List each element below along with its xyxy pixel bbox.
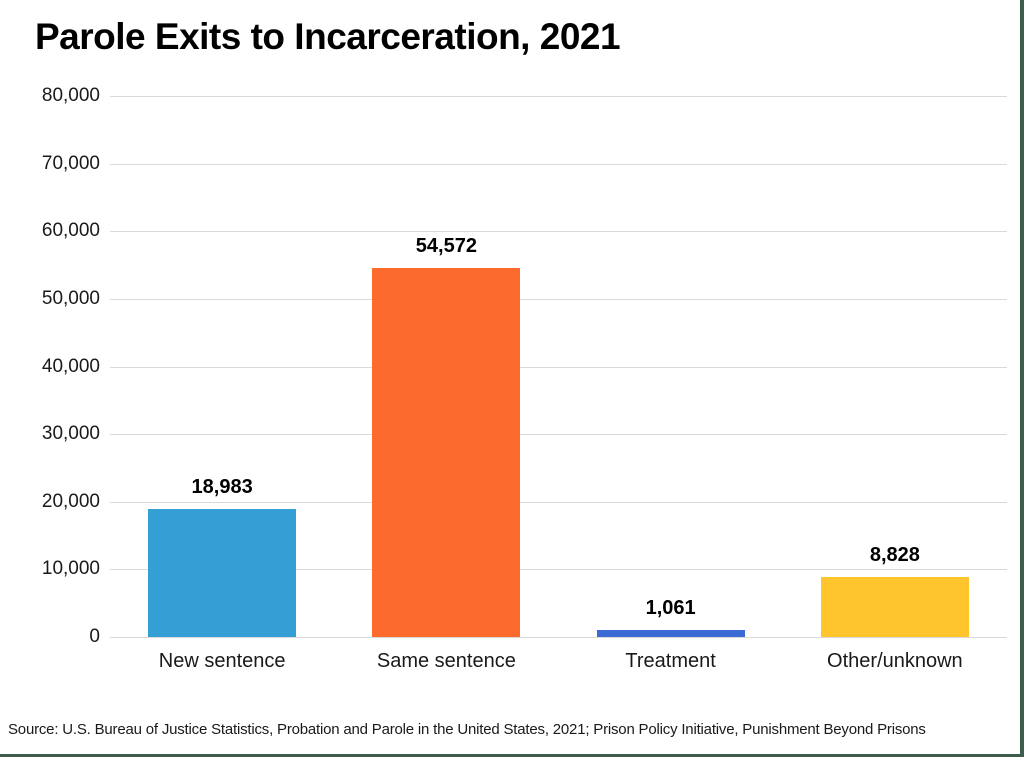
bar-column-new-sentence: 18,983 <box>110 96 334 637</box>
gridline <box>110 366 1007 368</box>
y-tick-label: 60,000 <box>41 220 100 242</box>
y-tick-label: 40,000 <box>41 355 100 377</box>
y-tick-label: 0 <box>89 626 100 647</box>
plot-area: 18,983 54,572 1,061 8,828 <box>110 96 1007 638</box>
gridline <box>110 96 1007 97</box>
bar-columns: 18,983 54,572 1,061 8,828 <box>110 96 1007 637</box>
x-axis-labels: New sentence Same sentence Treatment Other/… <box>110 650 1007 673</box>
y-tick-label: 80,000 <box>41 85 100 106</box>
value-label-same-sentence: 54,572 <box>415 234 477 257</box>
x-label-same-sentence: Same sentence <box>376 650 516 672</box>
gridline <box>110 637 1007 638</box>
bar-new-sentence[interactable] <box>148 508 297 637</box>
gridline <box>110 569 1007 571</box>
bar-column-treatment: 1,061 <box>559 96 783 637</box>
gridline <box>110 231 1007 233</box>
y-tick-label: 50,000 <box>41 287 100 309</box>
y-tick-label: 20,000 <box>41 490 100 512</box>
chart-title: Parole Exits to Incarceration, 2021 <box>35 16 621 57</box>
gridline <box>110 501 1007 503</box>
x-label-new-sentence: New sentence <box>158 650 286 672</box>
value-label-other-unknown: 8,828 <box>869 544 920 567</box>
x-label-other-unknown: Other/unknown <box>827 650 963 672</box>
y-tick-label: 70,000 <box>41 152 100 174</box>
value-label-new-sentence: 18,983 <box>191 475 253 498</box>
value-label-treatment: 1,061 <box>645 596 696 619</box>
gridline <box>110 434 1007 436</box>
y-tick-label: 10,000 <box>41 558 100 580</box>
y-tick-label: 30,000 <box>41 423 100 445</box>
bar-other-unknown[interactable] <box>820 577 969 637</box>
gridline <box>110 298 1007 300</box>
bar-treatment[interactable] <box>596 629 745 637</box>
source-citation: Source: U.S. Bureau of Justice Statistic… <box>8 721 926 738</box>
bar-column-same-sentence: 54,572 <box>334 96 558 637</box>
gridline <box>110 163 1007 165</box>
bar-column-other-unknown: 8,828 <box>783 96 1007 637</box>
x-label-treatment: Treatment <box>625 650 716 672</box>
bar-same-sentence[interactable] <box>372 267 521 637</box>
